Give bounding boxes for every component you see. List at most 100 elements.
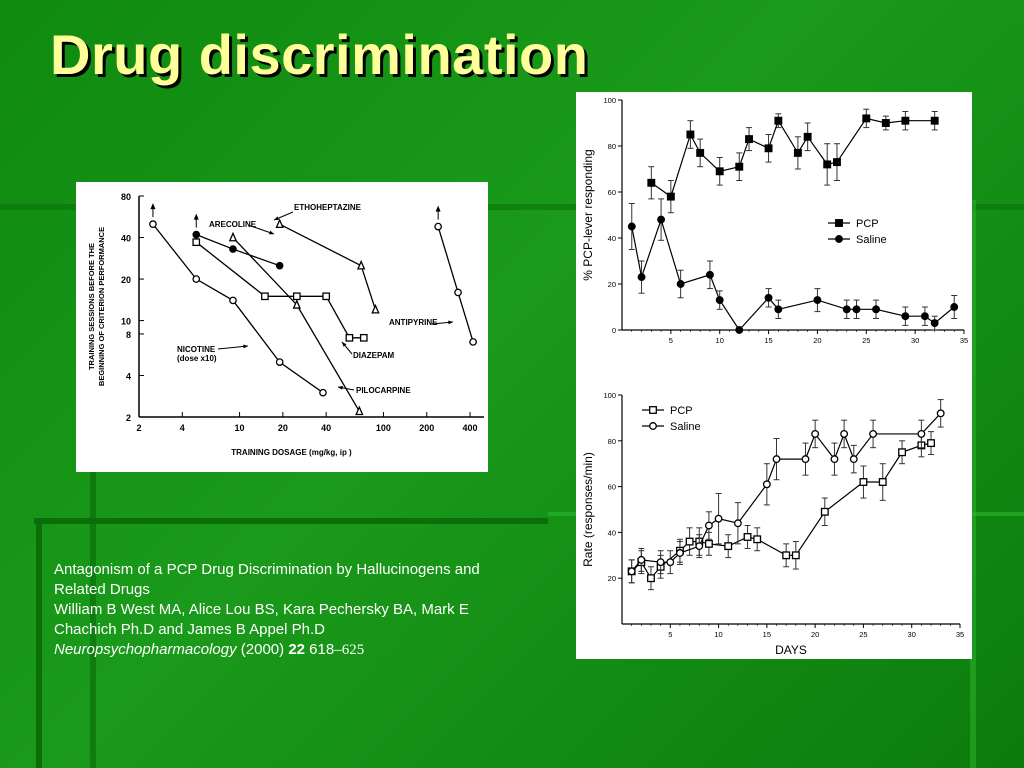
x-tick-label: 20 <box>278 423 288 433</box>
data-point <box>813 296 822 305</box>
antipyrine-label: ANTIPYRINE <box>389 318 438 327</box>
data-point <box>714 514 723 523</box>
up-arrow-head <box>193 213 199 220</box>
data-point <box>950 303 959 311</box>
data-point <box>275 218 284 229</box>
data-point <box>666 558 675 567</box>
data-point <box>869 429 878 438</box>
series-line <box>650 117 935 198</box>
decor-bar <box>970 200 976 768</box>
label-arrow <box>217 345 249 350</box>
data-point <box>345 333 354 342</box>
data-point <box>820 507 829 516</box>
arecoline-label: ARECOLINE <box>209 220 257 229</box>
series-line <box>437 226 474 343</box>
data-point <box>852 305 861 314</box>
y-tick-label: 2 <box>126 413 131 423</box>
data-point <box>840 429 849 438</box>
data-point <box>920 312 929 321</box>
data-point <box>229 296 237 305</box>
data-point <box>772 455 781 464</box>
data-point <box>275 261 284 270</box>
data-point <box>434 222 442 231</box>
data-point <box>927 439 935 448</box>
y-tick-label: 40 <box>608 528 616 537</box>
data-point <box>149 220 157 229</box>
x-tick-label: 25 <box>862 336 870 345</box>
data-point <box>774 116 783 125</box>
data-point <box>872 305 881 314</box>
citation-year: (2000) <box>236 641 289 658</box>
slide-title: Drug discrimination <box>50 23 589 86</box>
x-tick-label: 5 <box>668 630 672 639</box>
x-tick-label: 5 <box>669 336 673 345</box>
data-point <box>292 299 302 309</box>
data-point <box>676 280 685 288</box>
pcp-charts-panel: 0 20 40 60 80 100 5 10 15 20 25 30 35 % PCP-lever res… <box>576 92 972 659</box>
data-point <box>724 542 733 551</box>
data-point <box>842 305 851 314</box>
y-tick-label: 0 <box>612 326 616 335</box>
y-axis-label: BEGINNING OF CRITERION PERFORMANCE <box>97 227 106 386</box>
data-point <box>835 219 843 227</box>
citation-journal: Neuropsychopharmacology <box>54 641 237 658</box>
data-point <box>830 455 839 464</box>
label-arrow-head <box>269 230 274 235</box>
data-point <box>782 551 791 560</box>
x-axis-label: DAYS <box>775 643 807 657</box>
y-tick-label: 80 <box>608 437 616 446</box>
x-tick-label: 30 <box>908 630 916 639</box>
data-point <box>764 293 773 302</box>
x-tick-label: 20 <box>813 336 821 345</box>
data-point <box>675 549 684 557</box>
up-arrow-head <box>150 203 156 210</box>
data-point <box>878 478 887 486</box>
x-tick-label: 2 <box>136 423 141 433</box>
label-arrow-head <box>338 385 343 390</box>
legend-label: PCP <box>670 405 693 417</box>
legend-label: PCP <box>856 218 879 230</box>
x-tick-label: 25 <box>859 630 867 639</box>
y-tick-label: 40 <box>121 234 131 244</box>
x-tick-label: 4 <box>180 423 185 433</box>
y-tick-label: 100 <box>603 391 616 400</box>
label-arrow-head <box>448 320 453 325</box>
data-point <box>666 192 675 201</box>
data-point <box>823 160 832 169</box>
data-point <box>833 158 841 167</box>
data-point <box>881 119 890 127</box>
y-tick-label: 100 <box>603 96 616 105</box>
x-tick-label: 400 <box>463 423 478 433</box>
data-point <box>859 478 868 486</box>
data-point <box>774 305 783 314</box>
y-tick-label: 80 <box>121 192 131 202</box>
citation: Antagonism of a PCP Drug Discrimination … <box>54 560 554 660</box>
nicotine-label: NICOTINE <box>177 345 216 354</box>
y-tick-label: 60 <box>608 188 616 197</box>
data-point <box>319 388 327 397</box>
x-tick-label: 10 <box>716 336 724 345</box>
data-point <box>901 116 910 125</box>
x-tick-label: 10 <box>714 630 722 639</box>
citation-journal-line: Neuropsychopharmacology (2000) 22 618–62… <box>54 640 554 660</box>
data-point <box>228 231 238 242</box>
data-point <box>627 567 636 576</box>
data-point <box>764 144 773 153</box>
nicotine-sublabel: (dose x10) <box>177 354 217 363</box>
data-point <box>735 162 744 171</box>
data-point <box>901 312 910 321</box>
data-point <box>647 574 655 583</box>
x-tick-label: 15 <box>763 630 771 639</box>
data-point <box>322 292 331 301</box>
data-point <box>192 230 201 239</box>
data-point <box>356 259 366 270</box>
data-point <box>686 130 695 139</box>
data-point <box>862 114 871 123</box>
y-tick-label: 80 <box>608 142 616 151</box>
data-point <box>704 521 713 530</box>
data-point <box>261 292 269 301</box>
y-tick-label: 60 <box>608 483 616 492</box>
label-arrow-head <box>342 342 347 347</box>
x-tick-label: 35 <box>960 336 968 345</box>
y-tick-label: 4 <box>126 371 131 381</box>
